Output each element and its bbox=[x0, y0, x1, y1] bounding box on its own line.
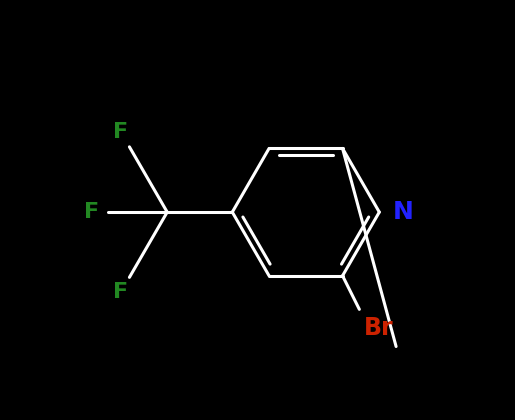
Text: N: N bbox=[393, 200, 414, 224]
Text: F: F bbox=[113, 282, 129, 302]
Text: Br: Br bbox=[364, 316, 393, 340]
Text: F: F bbox=[113, 122, 129, 142]
Text: F: F bbox=[84, 202, 99, 222]
